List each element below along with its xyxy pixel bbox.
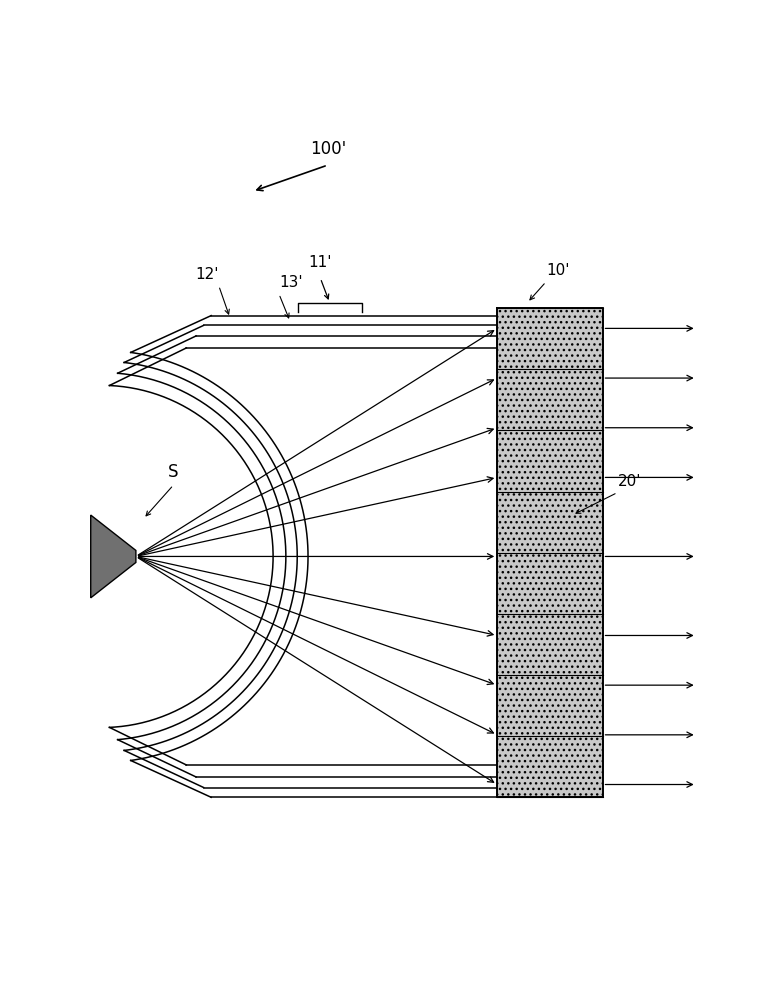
Text: 100': 100' <box>310 140 346 158</box>
Text: S: S <box>168 463 179 481</box>
Bar <box>497 308 603 797</box>
Text: 10': 10' <box>546 263 569 278</box>
Text: 20': 20' <box>618 474 641 489</box>
Text: 11': 11' <box>308 255 332 270</box>
Polygon shape <box>91 515 136 598</box>
Text: 13': 13' <box>279 275 303 290</box>
Text: 12': 12' <box>195 267 218 282</box>
